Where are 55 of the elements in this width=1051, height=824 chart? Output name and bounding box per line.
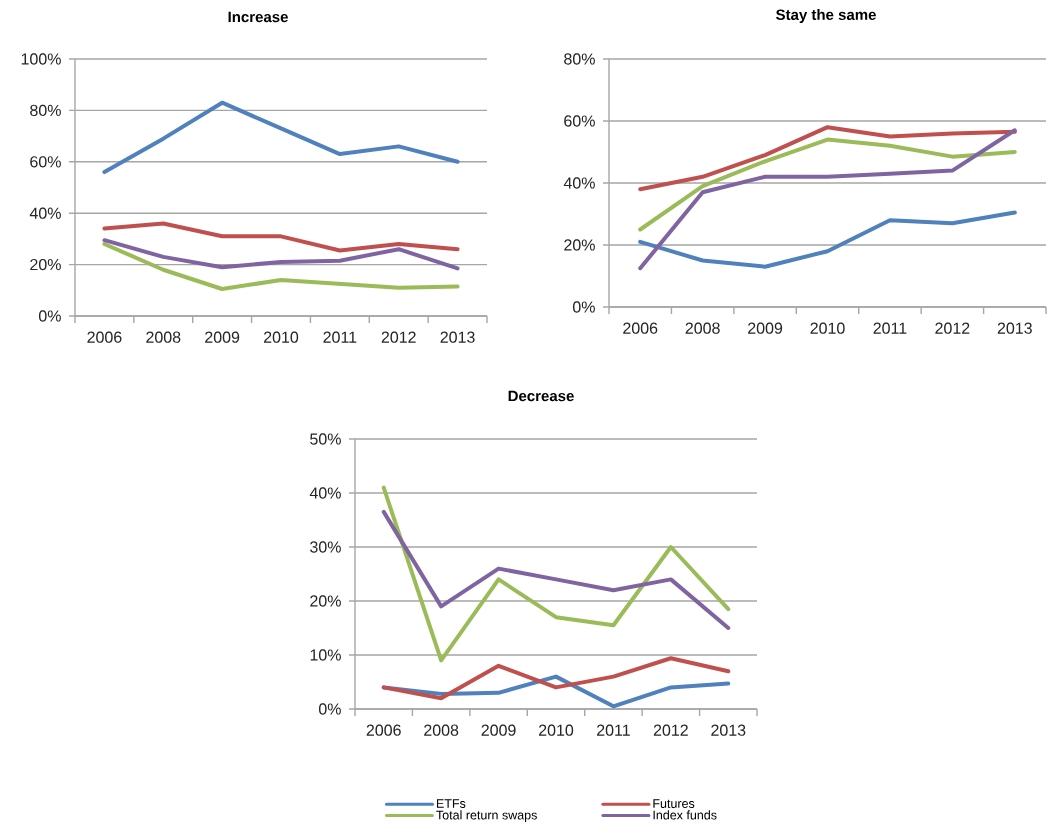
- y-tick-label: 30%: [310, 541, 341, 553]
- line-series: [381, 509, 731, 630]
- x-tick-label: 2012: [653, 724, 688, 736]
- legend-label: ETFs: [436, 799, 466, 808]
- legend-label: Total return swaps: [436, 810, 537, 822]
- line-series: [381, 656, 731, 701]
- y-tick-label: 100%: [21, 53, 61, 65]
- y-tick-label: 0%: [572, 301, 595, 313]
- x-tick-label: 2012: [381, 331, 416, 343]
- chart-title: Increase: [228, 11, 288, 23]
- chart-title: Decrease: [508, 390, 574, 402]
- x-tick-label: 2010: [810, 322, 845, 334]
- y-tick-label: 0%: [318, 703, 341, 715]
- y-tick-label: 40%: [309, 487, 341, 499]
- x-tick-label: 2009: [481, 724, 516, 736]
- x-tick-label: 2006: [87, 331, 122, 343]
- y-tick-label: 50%: [310, 433, 341, 445]
- x-tick-label: 2008: [146, 331, 181, 343]
- y-tick-label: 40%: [563, 177, 595, 189]
- legend-label: Index funds: [653, 810, 717, 820]
- y-tick-label: 80%: [564, 53, 595, 65]
- y-tick-label: 20%: [564, 239, 595, 251]
- line-series: [102, 100, 460, 175]
- chart-title: Stay the same: [776, 9, 876, 23]
- x-tick-label: 2008: [424, 724, 459, 736]
- x-tick-label: 2010: [264, 331, 299, 343]
- y-tick-label: 40%: [29, 207, 61, 219]
- y-tick-label: 20%: [310, 595, 341, 607]
- line-series: [381, 485, 731, 663]
- x-tick-label: 2006: [623, 322, 658, 334]
- x-tick-label: 2010: [539, 724, 574, 736]
- line-series: [638, 125, 1017, 192]
- y-tick-label: 10%: [310, 649, 341, 661]
- y-tick-label: 60%: [30, 156, 61, 168]
- y-tick-label: 20%: [30, 258, 61, 271]
- line-series: [102, 238, 460, 271]
- x-tick-label: 2012: [935, 322, 970, 334]
- x-tick-label: 2013: [440, 331, 475, 343]
- line-series: [638, 128, 1017, 271]
- x-tick-label: 2013: [711, 724, 746, 736]
- x-tick-label: 2009: [205, 331, 240, 343]
- x-tick-label: 2013: [997, 322, 1032, 334]
- x-tick-label: 2009: [748, 322, 783, 334]
- line-series: [638, 137, 1017, 232]
- x-tick-label: 2008: [685, 322, 720, 334]
- y-tick-label: 60%: [564, 115, 595, 127]
- y-tick-label: 80%: [30, 104, 61, 117]
- x-tick-label: 2011: [873, 322, 907, 334]
- y-tick-label: 0%: [38, 310, 61, 322]
- x-tick-label: 2011: [323, 331, 357, 343]
- legend-label: Futures: [653, 799, 695, 808]
- line-series: [102, 221, 460, 253]
- line-series: [638, 210, 1017, 269]
- x-tick-label: 2011: [597, 724, 630, 736]
- x-tick-label: 2006: [366, 724, 401, 736]
